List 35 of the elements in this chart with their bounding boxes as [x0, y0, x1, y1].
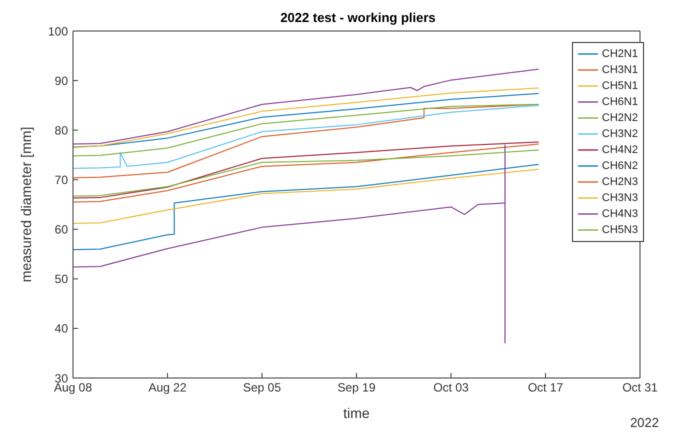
y-tick-label: 70 — [54, 172, 68, 187]
legend-label: CH3N3 — [602, 191, 638, 205]
legend-label: CH2N3 — [602, 175, 638, 189]
line-series — [73, 149, 540, 197]
line-series — [73, 144, 506, 344]
legend-label: CH4N2 — [602, 143, 638, 157]
line-series — [73, 68, 540, 145]
y-tick-label: 40 — [54, 322, 68, 336]
chart-title: 2022 test - working pliers — [279, 10, 437, 25]
legend-label: CH2N2 — [602, 111, 638, 125]
y-tick-label: 90 — [54, 74, 68, 88]
x-tick-label: Sep 05 — [242, 380, 282, 395]
line-series — [73, 164, 540, 250]
x-axis-title: time — [343, 405, 370, 421]
legend-label: CH6N2 — [602, 159, 638, 173]
legend-label: CH2N1 — [602, 47, 638, 61]
y-axis-title: measured diameter [mm] — [18, 126, 34, 282]
text: 2022 — [630, 415, 659, 430]
y-tick-label: 50 — [54, 272, 68, 286]
line-series — [73, 104, 540, 156]
x-tick-label: Sep 19 — [337, 380, 376, 395]
legend-label: CH6N1 — [602, 95, 638, 109]
legend-label: CH3N2 — [602, 127, 638, 141]
y-tick-label: 100 — [48, 24, 68, 38]
y-tick-label: 80 — [54, 123, 68, 138]
legend-label: CH5N1 — [602, 79, 638, 93]
line-series — [73, 168, 540, 224]
legend-label: CH3N1 — [602, 63, 638, 77]
y-tick-label: 60 — [54, 222, 68, 237]
x-tick-label: Aug 22 — [148, 380, 187, 395]
x-tick-label: Oct 17 — [528, 380, 564, 395]
legend-label: CH5N3 — [602, 223, 638, 237]
x-tick-label: Oct 03 — [433, 380, 469, 395]
x-tick-label: Oct 31 — [622, 380, 658, 395]
legend-label: CH4N3 — [602, 207, 638, 221]
